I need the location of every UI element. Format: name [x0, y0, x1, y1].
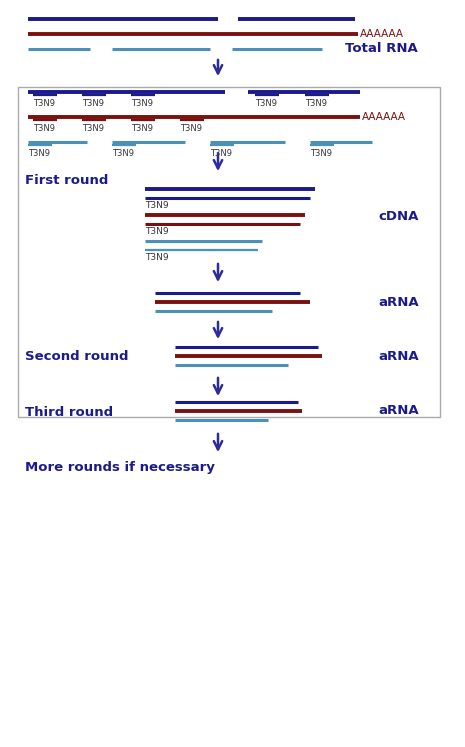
Text: aRNA: aRNA	[378, 350, 418, 362]
Text: T3N9: T3N9	[305, 99, 327, 108]
Text: T3N9: T3N9	[28, 149, 50, 158]
Text: T3N9: T3N9	[180, 124, 202, 133]
Text: Total RNA: Total RNA	[345, 43, 418, 55]
Text: T3N9: T3N9	[145, 201, 169, 210]
Text: T3N9: T3N9	[33, 99, 55, 108]
FancyBboxPatch shape	[18, 87, 440, 417]
Text: T3N9: T3N9	[33, 124, 55, 133]
Text: T3N9: T3N9	[82, 124, 104, 133]
Text: T3N9: T3N9	[255, 99, 277, 108]
Text: AAAAAA: AAAAAA	[362, 112, 406, 122]
Text: Second round: Second round	[25, 350, 128, 364]
Text: cDNA: cDNA	[378, 211, 418, 223]
Text: Third round: Third round	[25, 406, 113, 418]
Text: T3N9: T3N9	[145, 227, 169, 236]
Text: T3N9: T3N9	[210, 149, 232, 158]
Text: T3N9: T3N9	[310, 149, 332, 158]
Text: First round: First round	[25, 173, 108, 187]
Text: AAAAAA: AAAAAA	[360, 29, 404, 39]
Text: T3N9: T3N9	[145, 253, 169, 262]
Text: T3N9: T3N9	[131, 99, 153, 108]
Text: More rounds if necessary: More rounds if necessary	[25, 460, 215, 474]
Text: T3N9: T3N9	[131, 124, 153, 133]
Text: T3N9: T3N9	[112, 149, 134, 158]
Text: aRNA: aRNA	[378, 296, 418, 309]
Text: T3N9: T3N9	[82, 99, 104, 108]
Text: aRNA: aRNA	[378, 404, 418, 418]
